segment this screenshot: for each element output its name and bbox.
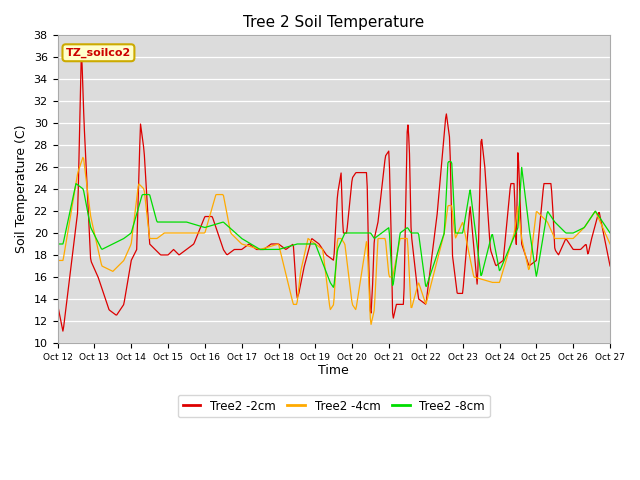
Tree2 -2cm	[77, 49, 85, 55]
Tree2 -2cm	[54, 301, 61, 307]
X-axis label: Time: Time	[319, 364, 349, 377]
Tree2 -4cm	[54, 258, 61, 264]
Tree2 -2cm	[178, 250, 186, 256]
Tree2 -2cm	[65, 286, 72, 292]
Tree2 -8cm	[177, 219, 184, 225]
Tree2 -4cm	[79, 155, 87, 160]
Tree2 -8cm	[54, 241, 61, 247]
Tree2 -4cm	[177, 230, 185, 236]
Tree2 -4cm	[403, 236, 410, 241]
Tree2 -2cm	[59, 328, 67, 334]
Tree2 -8cm	[402, 226, 410, 232]
Tree2 -4cm	[419, 291, 426, 297]
Tree2 -8cm	[606, 230, 614, 236]
Legend: Tree2 -2cm, Tree2 -4cm, Tree2 -8cm: Tree2 -2cm, Tree2 -4cm, Tree2 -8cm	[178, 395, 490, 417]
Tree2 -2cm	[403, 168, 410, 174]
Tree2 -4cm	[63, 231, 71, 237]
Tree2 -8cm	[330, 285, 337, 290]
Tree2 -4cm	[606, 241, 614, 247]
Tree2 -2cm	[606, 263, 614, 269]
Tree2 -8cm	[63, 220, 71, 226]
Text: TZ_soilco2: TZ_soilco2	[66, 48, 131, 58]
Line: Tree2 -2cm: Tree2 -2cm	[58, 52, 610, 331]
Tree2 -2cm	[207, 214, 215, 219]
Tree2 -4cm	[122, 254, 129, 260]
Tree2 -4cm	[207, 211, 214, 216]
Tree2 -8cm	[120, 235, 128, 241]
Tree2 -8cm	[418, 254, 426, 260]
Tree2 -8cm	[206, 223, 214, 229]
Title: Tree 2 Soil Temperature: Tree 2 Soil Temperature	[243, 15, 424, 30]
Line: Tree2 -4cm: Tree2 -4cm	[58, 157, 610, 324]
Tree2 -8cm	[445, 159, 452, 165]
Y-axis label: Soil Temperature (C): Soil Temperature (C)	[15, 125, 28, 253]
Tree2 -4cm	[367, 322, 375, 327]
Line: Tree2 -8cm: Tree2 -8cm	[58, 162, 610, 288]
Tree2 -2cm	[419, 299, 426, 305]
Tree2 -2cm	[122, 289, 130, 295]
